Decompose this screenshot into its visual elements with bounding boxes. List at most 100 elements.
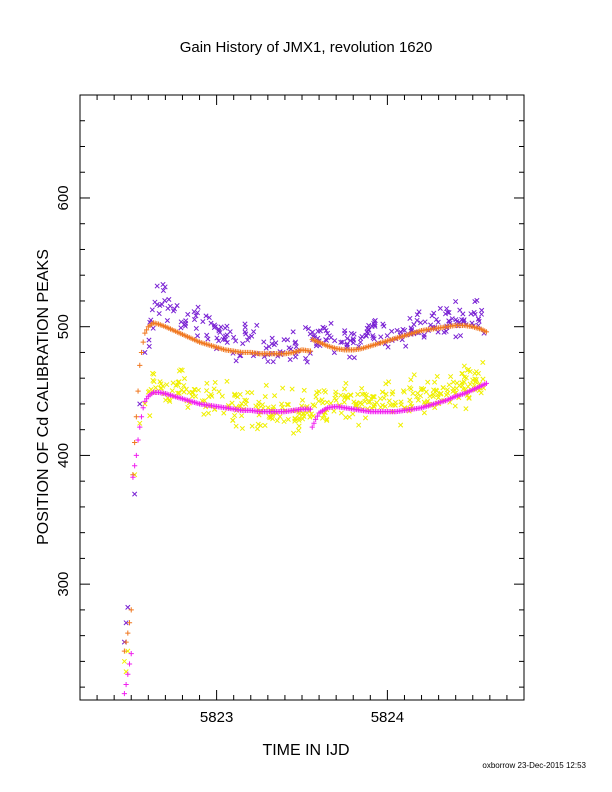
data-point — [261, 339, 267, 345]
data-point — [219, 393, 225, 399]
data-point — [204, 380, 210, 386]
data-point — [130, 474, 136, 480]
data-point — [453, 334, 459, 340]
data-point — [224, 332, 230, 338]
data-point — [414, 317, 420, 323]
data-point — [342, 395, 348, 401]
data-point — [279, 404, 285, 410]
data-point — [452, 403, 458, 409]
data-point — [408, 377, 414, 383]
data-point — [262, 394, 268, 400]
data-point — [123, 681, 129, 688]
data-point — [245, 389, 251, 395]
data-point — [432, 379, 438, 385]
data-point — [454, 380, 460, 386]
data-point — [231, 334, 237, 340]
data-point — [421, 410, 427, 416]
data-point — [479, 307, 485, 313]
data-point — [371, 320, 377, 326]
data-point — [461, 363, 467, 369]
data-point — [194, 310, 201, 316]
data-point — [444, 309, 451, 315]
data-point — [341, 399, 347, 405]
data-point — [271, 342, 277, 348]
data-point — [242, 321, 248, 327]
data-point — [333, 397, 339, 403]
data-point — [162, 297, 168, 304]
data-point — [296, 411, 302, 417]
data-point — [350, 336, 356, 342]
data-point — [453, 298, 459, 305]
data-point — [342, 330, 348, 336]
data-point — [408, 401, 414, 407]
data-point — [123, 639, 129, 645]
data-point — [249, 423, 255, 429]
data-point — [463, 406, 469, 412]
data-point — [366, 399, 372, 405]
data-point — [292, 339, 299, 345]
data-point — [324, 417, 330, 424]
data-point — [421, 386, 427, 392]
data-point — [224, 339, 230, 346]
data-point — [437, 305, 443, 311]
data-point — [142, 349, 148, 356]
data-point — [450, 388, 456, 394]
y-tick-label: 500 — [55, 314, 72, 339]
data-point — [254, 426, 261, 432]
data-point — [144, 327, 150, 333]
data-point — [193, 313, 199, 319]
data-point — [279, 401, 285, 407]
data-point — [142, 330, 148, 336]
data-point — [284, 337, 291, 343]
y-tick-label: 300 — [55, 572, 72, 597]
data-point — [158, 385, 164, 391]
data-point — [193, 393, 199, 399]
data-point — [438, 391, 444, 397]
data-point — [256, 399, 262, 405]
data-point — [403, 343, 409, 349]
data-point — [407, 397, 413, 403]
data-point — [216, 338, 222, 344]
data-point — [189, 389, 195, 395]
data-point — [239, 413, 245, 419]
data-point — [449, 316, 455, 322]
data-point — [175, 379, 182, 385]
data-point — [381, 323, 387, 329]
data-point — [249, 333, 255, 339]
data-point — [222, 336, 228, 342]
data-point — [328, 320, 334, 326]
data-point — [440, 385, 446, 391]
data-point — [431, 310, 437, 316]
data-point — [478, 311, 485, 317]
data-point — [133, 414, 139, 420]
data-point — [385, 344, 391, 350]
data-point — [128, 607, 134, 613]
data-point — [233, 338, 239, 344]
data-point — [216, 389, 222, 395]
data-point — [307, 406, 314, 412]
data-point — [356, 422, 362, 428]
data-point — [270, 416, 276, 422]
data-point — [200, 319, 206, 325]
data-point — [195, 387, 202, 393]
data-point — [284, 401, 290, 408]
data-point — [212, 379, 218, 385]
chart-title: Gain History of JMX1, revolution 1620 — [180, 39, 433, 56]
data-point — [285, 402, 291, 408]
data-point — [237, 353, 243, 359]
data-point — [350, 337, 357, 343]
data-point — [292, 415, 298, 421]
data-point — [472, 298, 478, 305]
data-point — [383, 381, 389, 387]
data-point — [133, 452, 139, 459]
data-point — [359, 385, 365, 392]
data-point — [414, 394, 420, 400]
data-point — [384, 333, 390, 339]
data-point — [355, 391, 361, 397]
data-point — [280, 385, 286, 391]
data-point — [250, 353, 256, 359]
data-point — [415, 397, 421, 403]
data-point — [167, 398, 173, 405]
data-point — [431, 387, 437, 393]
data-point — [269, 335, 275, 341]
